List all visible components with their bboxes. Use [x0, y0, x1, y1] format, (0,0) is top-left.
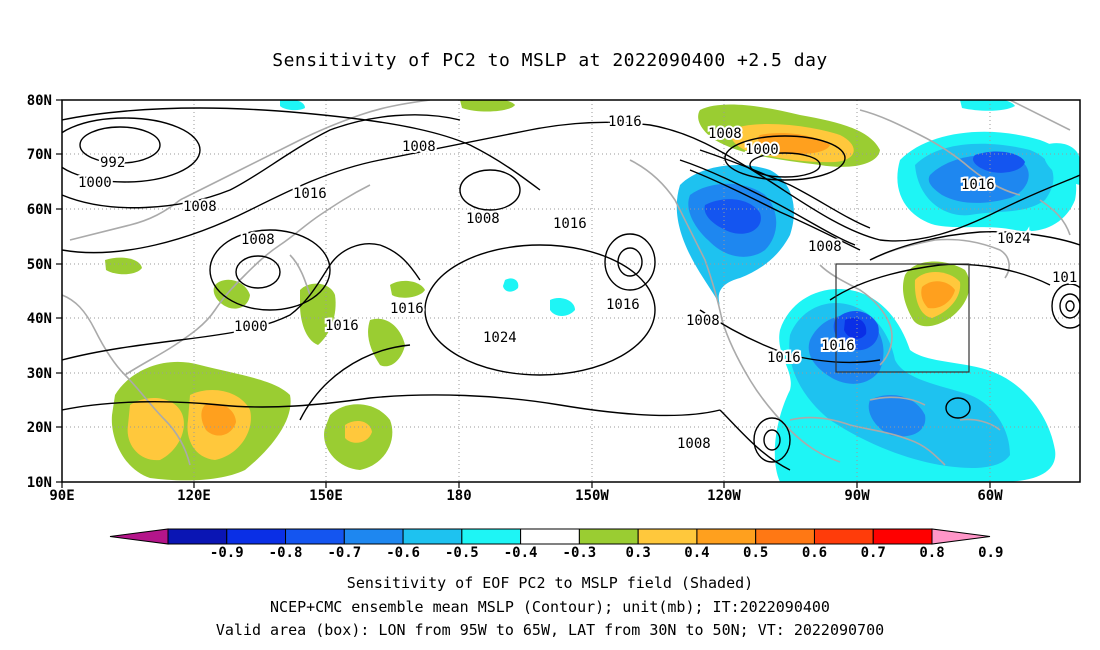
contour-label: 1000 [78, 175, 112, 191]
lat-tick-labels: 80N 70N 60N 50N 40N 30N 20N 10N [27, 93, 52, 491]
colorbar-box [872, 528, 933, 545]
footer-line-2: NCEP+CMC ensemble mean MSLP (Contour); u… [270, 598, 830, 616]
colorbar-box [637, 528, 698, 545]
colorbar-tick-label: 0.8 [919, 545, 944, 561]
contour-label: 1016 [553, 216, 587, 232]
contour-label: 1016 [608, 114, 642, 130]
lon-tick-label: 60W [977, 488, 1003, 504]
mslp-contours [62, 107, 1080, 471]
sensitivity-shading [105, 100, 1080, 482]
contour-label: 1008 [708, 126, 742, 142]
lon-tick-label: 90E [49, 488, 74, 504]
contour-label: 1000 [234, 319, 268, 335]
lat-tick-label: 50N [27, 257, 52, 273]
colorbar-tick-label: 0.6 [802, 545, 827, 561]
contour-label: 1008 [808, 239, 842, 255]
contour-label: 1016 [606, 297, 640, 313]
colorbar-box [755, 528, 815, 545]
lat-tick-label: 40N [27, 311, 52, 327]
lon-tick-label: 150E [309, 488, 343, 504]
footer-line-1: Sensitivity of EOF PC2 to MSLP field (Sh… [346, 574, 754, 592]
colorbar-tick-label: 0.4 [684, 545, 709, 561]
colorbar-tick-label: 0.9 [978, 545, 1003, 561]
contour-label: 1008 [686, 313, 720, 329]
coastlines [62, 100, 1071, 466]
colorbar-box [813, 528, 874, 545]
contour-label: 101 [1052, 270, 1077, 286]
contour-label: 1008 [402, 139, 436, 155]
contour-label: 1016 [325, 318, 359, 334]
colorbar-box [343, 528, 404, 545]
contour-labels: 992 1000 1008 1000 1008 1016 1008 1016 1… [76, 112, 1079, 454]
colorbar-box [402, 528, 463, 545]
contour-label: 1024 [483, 330, 517, 346]
lat-tick-label: 30N [27, 366, 52, 382]
lon-tick-label: 180 [446, 488, 471, 504]
lon-tick-label: 150W [575, 488, 609, 504]
contour-label: 1016 [961, 177, 995, 193]
map-frame [61, 99, 1081, 483]
lat-tick-label: 80N [27, 93, 52, 109]
colorbar-box [226, 528, 287, 545]
contour-label: 1008 [466, 211, 500, 227]
colorbar-box [167, 528, 228, 545]
colorbar-box [461, 528, 522, 545]
colorbar-box [520, 528, 580, 545]
axis-ticks [56, 99, 991, 488]
colorbar-tick-label: -0.3 [563, 545, 597, 561]
colorbar-tick-label: 0.7 [861, 545, 886, 561]
contour-label: 1016 [390, 301, 424, 317]
lat-tick-label: 60N [27, 202, 52, 218]
contour-label: 1008 [183, 199, 217, 215]
lat-tick-label: 70N [27, 147, 52, 163]
contour-label: 1008 [677, 436, 711, 452]
lon-tick-labels: 90E 120E 150E 180 150W 120W 90W 60W [49, 488, 1003, 504]
colorbar: -0.9 -0.8 -0.7 -0.6 -0.5 -0.4 -0.3 0.3 0.4 0.5 0.6… [109, 528, 1003, 561]
lon-tick-label: 90W [844, 488, 870, 504]
map-title: Sensitivity of PC2 to MSLP at 2022090400… [272, 50, 828, 71]
colorbar-tick-label: -0.6 [386, 545, 420, 561]
lat-tick-label: 10N [27, 475, 52, 491]
colorbar-tick-label: -0.8 [269, 545, 303, 561]
contour-label: 1016 [821, 338, 855, 354]
footer-line-3: Valid area (box): LON from 95W to 65W, L… [215, 621, 885, 639]
colorbar-tick-label: -0.4 [504, 545, 538, 561]
colorbar-tick-label: -0.7 [327, 545, 361, 561]
colorbar-box [696, 528, 757, 545]
lon-tick-label: 120W [707, 488, 741, 504]
lat-tick-label: 20N [27, 420, 52, 436]
colorbar-tick-label: -0.5 [445, 545, 479, 561]
colorbar-tick-label: 0.3 [626, 545, 651, 561]
colorbar-tick-label: -0.9 [210, 545, 244, 561]
contour-label: 992 [100, 155, 125, 171]
colorbar-box [285, 528, 345, 545]
contour-label: 1016 [293, 186, 327, 202]
colorbar-min-triangle [109, 528, 169, 545]
contour-label: 1008 [241, 232, 275, 248]
colorbar-max-triangle [931, 528, 991, 545]
colorbar-box [578, 528, 639, 545]
contour-label: 1024 [997, 231, 1031, 247]
contour-label: 1016 [767, 350, 801, 366]
contour-label: 1000 [745, 142, 779, 158]
colorbar-tick-label: 0.5 [743, 545, 768, 561]
valid-area-box [835, 263, 970, 373]
lon-tick-label: 120E [177, 488, 211, 504]
